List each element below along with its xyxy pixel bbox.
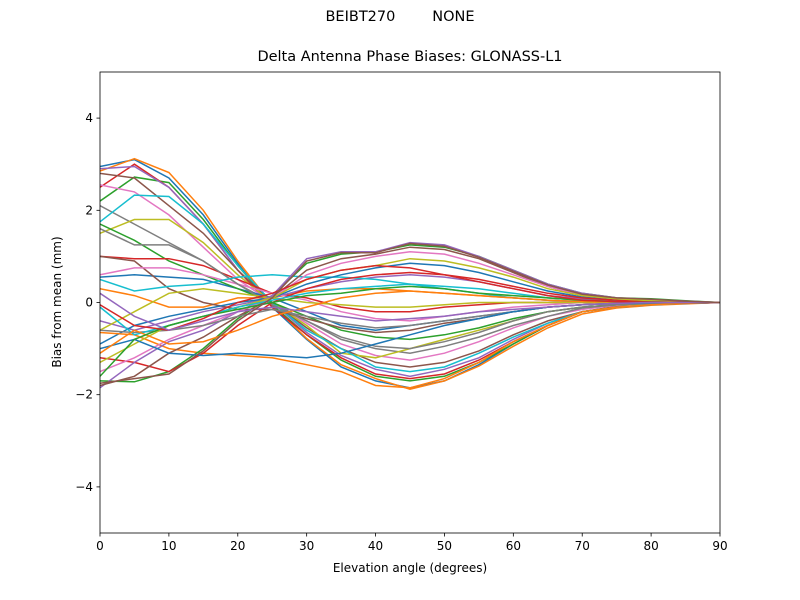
- series-line-18: [100, 228, 720, 350]
- series-line-35: [100, 292, 720, 331]
- series-line-23: [100, 244, 720, 383]
- x-tick-label: 90: [712, 539, 727, 553]
- x-axis-label: Elevation angle (degrees): [332, 561, 488, 575]
- y-tick-label: 2: [85, 203, 93, 217]
- series-line-34: [100, 264, 720, 331]
- series-line-36: [100, 242, 720, 384]
- y-tick-label: −4: [75, 480, 93, 494]
- series-line-24: [100, 271, 720, 373]
- series-line-2: [100, 157, 720, 390]
- y-tick-label: 4: [85, 111, 93, 125]
- y-axis-label: Bias from mean (mm): [50, 236, 64, 368]
- x-tick-label: 20: [230, 539, 245, 553]
- y-tick-label: 0: [85, 296, 93, 310]
- figure-suptitle: BEIBT270 NONE: [325, 9, 475, 25]
- series-line-22: [100, 301, 720, 389]
- y-tick-label: −2: [75, 388, 93, 402]
- x-tick-label: 50: [437, 539, 452, 553]
- series-line-17: [100, 267, 720, 322]
- x-tick-label: 30: [299, 539, 314, 553]
- series-line-9: [100, 218, 720, 359]
- series-line-6: [100, 172, 720, 368]
- x-tick-label: 0: [96, 539, 104, 553]
- x-tick-label: 10: [161, 539, 176, 553]
- x-tick-label: 80: [643, 539, 658, 553]
- x-tick-label: 40: [368, 539, 383, 553]
- x-tick-label: 70: [575, 539, 590, 553]
- chart-title: Delta Antenna Phase Biases: GLONASS-L1: [257, 49, 563, 65]
- x-tick-label: 60: [506, 539, 521, 553]
